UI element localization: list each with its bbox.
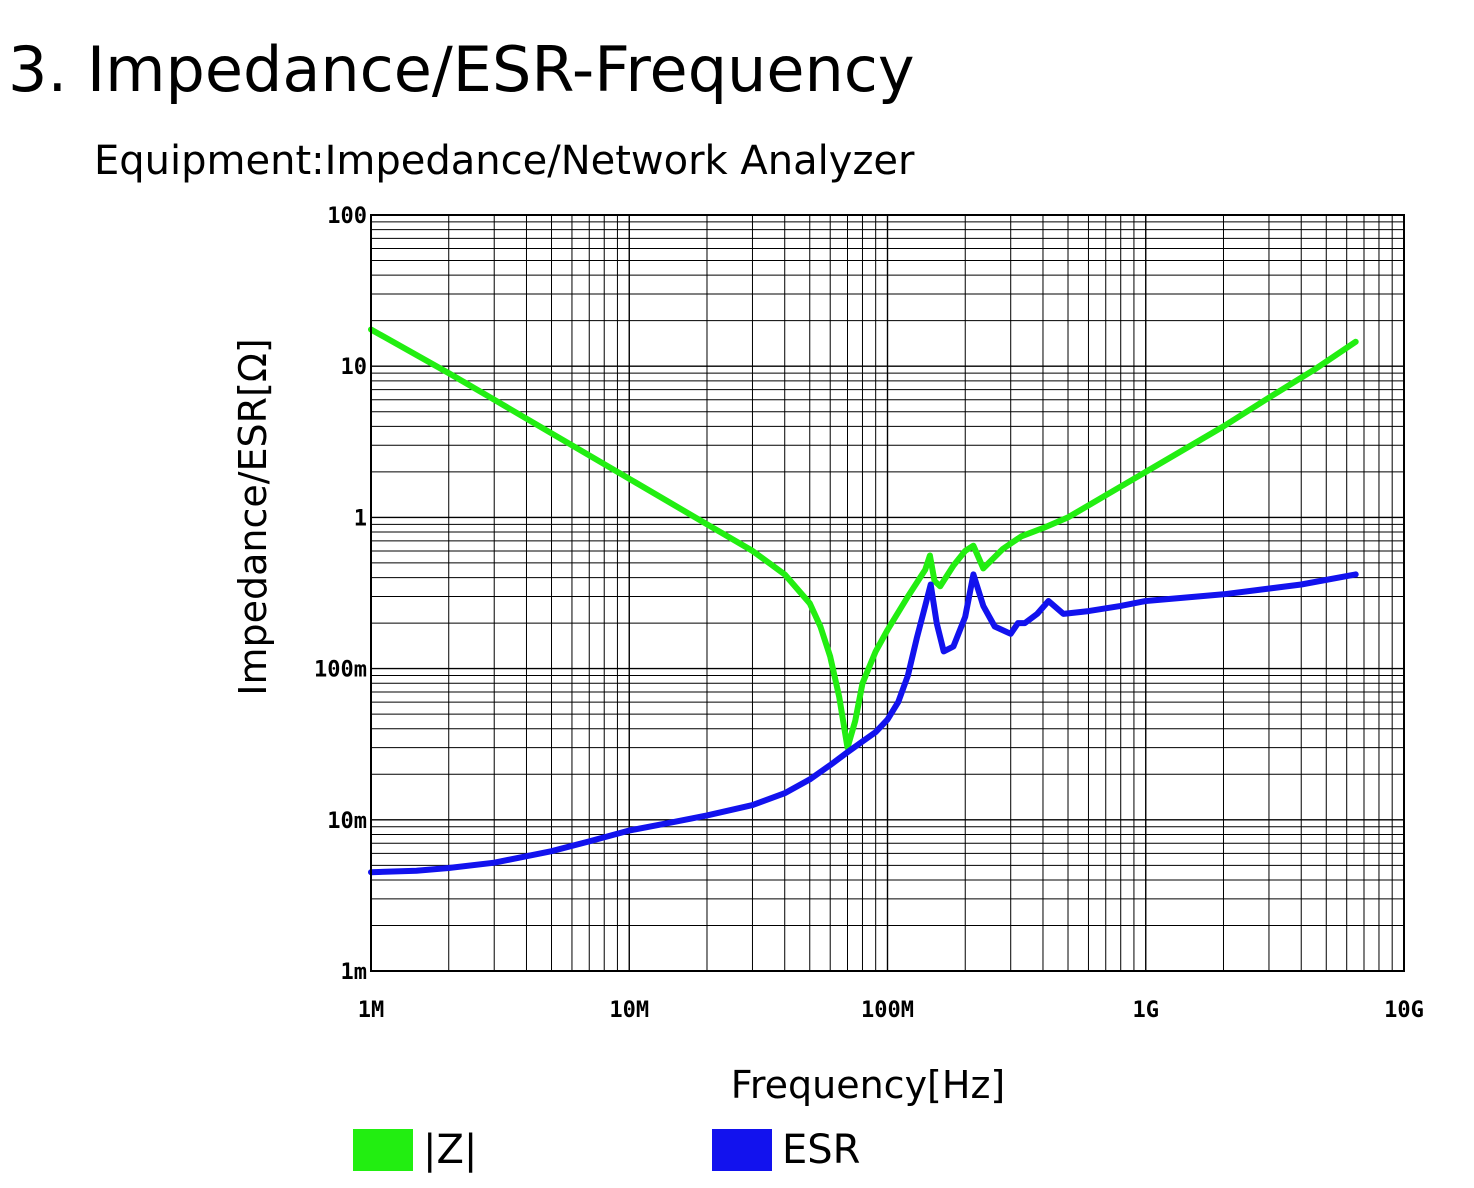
series-line-esr xyxy=(368,571,1359,876)
y-tick-label: 1 xyxy=(354,506,367,531)
page-title: 3. Impedance/ESR-Frequency xyxy=(8,33,915,106)
y-tick-label: 100m xyxy=(314,658,367,683)
legend-item-esr: ESR xyxy=(712,1126,860,1174)
page-subtitle: Equipment:Impedance/Network Analyzer xyxy=(94,138,915,184)
plot-frame xyxy=(370,214,1405,972)
x-tick-label: 10M xyxy=(609,998,649,1023)
y-axis-label: Impedance/ESR[Ω] xyxy=(231,338,275,696)
chart-grid xyxy=(370,215,1404,972)
x-tick-label: 100M xyxy=(861,998,914,1023)
legend-label-z: |Z| xyxy=(423,1127,478,1173)
x-tick-label: 1M xyxy=(358,998,385,1023)
legend-swatch-z xyxy=(353,1129,413,1171)
chart-series-layer xyxy=(368,326,1359,876)
x-tick-label: 1G xyxy=(1133,998,1160,1023)
x-tick-label: 10G xyxy=(1384,998,1424,1023)
legend-item-z: |Z| xyxy=(353,1126,477,1174)
y-tick-label: 10 xyxy=(341,355,368,380)
series-line-z xyxy=(368,326,1359,751)
y-tick-label: 10m xyxy=(327,809,367,834)
x-axis-label: Frequency[Hz] xyxy=(731,1063,1005,1107)
legend-swatch-esr xyxy=(712,1129,772,1171)
legend-label-esr: ESR xyxy=(782,1127,861,1173)
y-tick-label: 100 xyxy=(327,204,367,229)
y-tick-label: 1m xyxy=(341,960,368,985)
tick-labels: 1M 10M 100M 1G 10G 100 10 1 100m 10m 1m xyxy=(314,204,1424,1023)
